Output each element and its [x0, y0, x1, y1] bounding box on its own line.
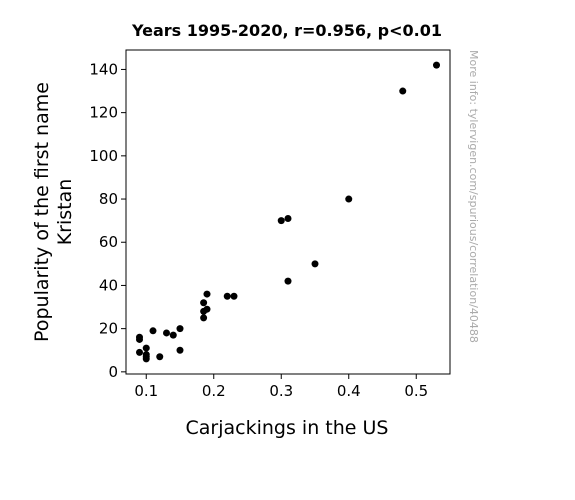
y-tick-label: 60 [99, 233, 118, 251]
data-point [163, 329, 170, 337]
data-point [399, 87, 407, 95]
data-point [433, 61, 440, 69]
data-point [156, 353, 164, 361]
y-axis-label: Popularity of the first name Kristan [31, 82, 76, 342]
y-tick-label: 100 [89, 147, 118, 165]
x-tick-label: 0.5 [404, 382, 428, 400]
data-point [311, 260, 319, 268]
plot-area: 0.1 0.2 0.3 0.4 0.5 0 20 40 60 80 100 120 140 [89, 49, 451, 400]
y-tick-label: 40 [99, 276, 118, 294]
watermark: More info: tylervigen.com/spurious/corre… [467, 50, 480, 343]
data-point [142, 344, 150, 352]
data-point [203, 290, 211, 298]
x-axis-label: Carjackings in the US [186, 417, 389, 439]
data-point [200, 314, 208, 322]
chart-title: Years 1995-2020, r=0.956, p<0.01 [131, 21, 442, 40]
x-tick-label: 0.4 [337, 382, 361, 400]
data-point [136, 335, 143, 343]
data-point [176, 325, 184, 333]
x-tick-label: 0.2 [202, 382, 226, 400]
data-point [203, 305, 211, 313]
data-point [176, 346, 184, 354]
data-point [136, 348, 143, 356]
y-tick-label: 0 [108, 363, 118, 381]
plot-frame [125, 49, 451, 375]
data-point [277, 217, 285, 225]
y-axis-label-line-1: Popularity of the first name [31, 82, 53, 342]
x-tick-label: 0.3 [269, 382, 293, 400]
data-point [149, 327, 157, 335]
data-point [230, 292, 238, 300]
y-tick-label: 140 [89, 60, 118, 78]
y-tick-label: 120 [89, 104, 118, 122]
data-point [284, 277, 292, 285]
y-tick-label: 20 [99, 320, 118, 338]
x-axis: 0.1 0.2 0.3 0.4 0.5 [134, 374, 428, 400]
y-tick-label: 80 [99, 190, 118, 208]
data-point [169, 331, 177, 339]
y-axis: 0 20 40 60 80 100 120 140 [89, 60, 126, 381]
data-point [284, 214, 292, 222]
y-axis-label-line-2: Kristan [54, 179, 76, 246]
data-point [345, 195, 353, 203]
data-point [223, 292, 231, 300]
x-tick-label: 0.1 [134, 382, 158, 400]
data-point [142, 355, 150, 363]
data-point [200, 299, 208, 307]
data-points [136, 61, 440, 363]
